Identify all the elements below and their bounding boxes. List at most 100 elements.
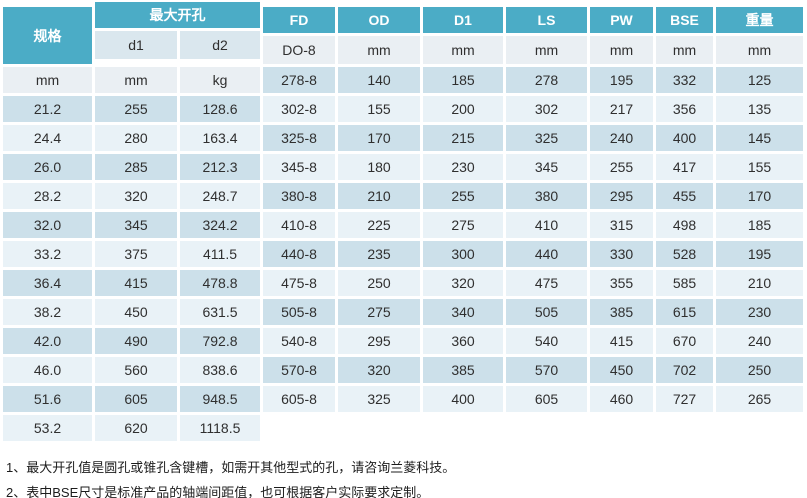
value-cell-570-8: 320 bbox=[338, 357, 420, 383]
value-cell-440-8: 478.8 bbox=[180, 270, 260, 296]
value-cell-380-8: 255 bbox=[423, 183, 503, 209]
value-cell-380-8: 295 bbox=[590, 183, 653, 209]
value-cell-475-8: 475 bbox=[506, 270, 587, 296]
value-cell-605-8: 400 bbox=[423, 386, 503, 412]
value-cell-540-8: 360 bbox=[423, 328, 503, 354]
value-cell-278-8: 185 bbox=[423, 67, 503, 93]
header-d1: d1 bbox=[95, 31, 177, 59]
value-cell-475-8: 210 bbox=[716, 270, 803, 296]
spec-cell-440-8: 440-8 bbox=[263, 241, 335, 267]
value-cell-278-8: 125 bbox=[716, 67, 803, 93]
value-cell-380-8: 170 bbox=[716, 183, 803, 209]
value-cell-540-8: 540 bbox=[506, 328, 587, 354]
value-cell-278-8: 128.6 bbox=[180, 96, 260, 122]
spec-cell-570-8: 570-8 bbox=[263, 357, 335, 383]
header-max-bore-group: 最大开孔 bbox=[95, 2, 260, 28]
value-cell-540-8: 240 bbox=[716, 328, 803, 354]
value-cell-380-8: 380 bbox=[506, 183, 587, 209]
value-cell-570-8: 250 bbox=[716, 357, 803, 383]
value-cell-605-8: 53.2 bbox=[3, 415, 92, 441]
value-cell-345-8: 230 bbox=[423, 154, 503, 180]
value-cell-570-8: 450 bbox=[590, 357, 653, 383]
value-cell-410-8: 375 bbox=[95, 241, 177, 267]
value-cell-475-8: 355 bbox=[590, 270, 653, 296]
value-cell-570-8: 385 bbox=[423, 357, 503, 383]
header-d1-dim: D1 bbox=[423, 7, 503, 33]
value-cell-570-8: 948.5 bbox=[180, 386, 260, 412]
value-cell-302-8: 356 bbox=[656, 96, 713, 122]
value-cell-302-8: 135 bbox=[716, 96, 803, 122]
value-cell-440-8: 528 bbox=[656, 241, 713, 267]
header-weight: 重量 bbox=[716, 7, 803, 33]
value-cell-605-8: 727 bbox=[656, 386, 713, 412]
value-cell-302-8: 302 bbox=[506, 96, 587, 122]
value-cell-380-8: 345 bbox=[95, 212, 177, 238]
header-fd: FD bbox=[263, 7, 335, 33]
value-cell-325-8: 212.3 bbox=[180, 154, 260, 180]
value-cell-380-8: 455 bbox=[656, 183, 713, 209]
header-bse: BSE bbox=[656, 7, 713, 33]
spec-cell-units: DO-8 bbox=[263, 36, 335, 64]
value-cell-units: mm bbox=[590, 36, 653, 64]
value-cell-units: kg bbox=[180, 67, 260, 93]
value-cell-505-8: 615 bbox=[656, 299, 713, 325]
value-cell-475-8: 38.2 bbox=[3, 299, 92, 325]
value-cell-302-8: 280 bbox=[95, 125, 177, 151]
value-cell-475-8: 450 bbox=[95, 299, 177, 325]
value-cell-302-8: 200 bbox=[423, 96, 503, 122]
value-cell-units: mm bbox=[423, 36, 503, 64]
value-cell-440-8: 195 bbox=[716, 241, 803, 267]
spec-cell-380-8: 380-8 bbox=[263, 183, 335, 209]
value-cell-410-8: 33.2 bbox=[3, 241, 92, 267]
spec-cell-278-8: 278-8 bbox=[263, 67, 335, 93]
value-cell-505-8: 42.0 bbox=[3, 328, 92, 354]
value-cell-440-8: 300 bbox=[423, 241, 503, 267]
value-cell-units: mm bbox=[656, 36, 713, 64]
value-cell-325-8: 145 bbox=[716, 125, 803, 151]
value-cell-345-8: 155 bbox=[716, 154, 803, 180]
value-cell-325-8: 240 bbox=[590, 125, 653, 151]
value-cell-475-8: 631.5 bbox=[180, 299, 260, 325]
value-cell-302-8: 217 bbox=[590, 96, 653, 122]
value-cell-570-8: 570 bbox=[506, 357, 587, 383]
value-cell-540-8: 46.0 bbox=[3, 357, 92, 383]
value-cell-410-8: 411.5 bbox=[180, 241, 260, 267]
value-cell-325-8: 325 bbox=[506, 125, 587, 151]
value-cell-325-8: 285 bbox=[95, 154, 177, 180]
spec-cell-505-8: 505-8 bbox=[263, 299, 335, 325]
value-cell-278-8: 195 bbox=[590, 67, 653, 93]
value-cell-605-8: 620 bbox=[95, 415, 177, 441]
value-cell-540-8: 295 bbox=[338, 328, 420, 354]
value-cell-345-8: 180 bbox=[338, 154, 420, 180]
value-cell-345-8: 345 bbox=[506, 154, 587, 180]
value-cell-440-8: 235 bbox=[338, 241, 420, 267]
header-od: OD bbox=[338, 7, 420, 33]
spec-cell-345-8: 345-8 bbox=[263, 154, 335, 180]
value-cell-505-8: 792.8 bbox=[180, 328, 260, 354]
value-cell-278-8: 332 bbox=[656, 67, 713, 93]
value-cell-units: mm bbox=[506, 36, 587, 64]
value-cell-540-8: 560 bbox=[95, 357, 177, 383]
value-cell-410-8: 315 bbox=[590, 212, 653, 238]
value-cell-410-8: 275 bbox=[423, 212, 503, 238]
value-cell-505-8: 275 bbox=[338, 299, 420, 325]
value-cell-475-8: 320 bbox=[423, 270, 503, 296]
value-cell-units: mm bbox=[3, 67, 92, 93]
value-cell-570-8: 702 bbox=[656, 357, 713, 383]
value-cell-345-8: 248.7 bbox=[180, 183, 260, 209]
header-pw: PW bbox=[590, 7, 653, 33]
value-cell-505-8: 340 bbox=[423, 299, 503, 325]
value-cell-440-8: 330 bbox=[590, 241, 653, 267]
value-cell-440-8: 415 bbox=[95, 270, 177, 296]
value-cell-325-8: 26.0 bbox=[3, 154, 92, 180]
value-cell-410-8: 185 bbox=[716, 212, 803, 238]
spec-cell-325-8: 325-8 bbox=[263, 125, 335, 151]
value-cell-505-8: 385 bbox=[590, 299, 653, 325]
value-cell-380-8: 324.2 bbox=[180, 212, 260, 238]
value-cell-380-8: 210 bbox=[338, 183, 420, 209]
value-cell-380-8: 32.0 bbox=[3, 212, 92, 238]
value-cell-345-8: 255 bbox=[590, 154, 653, 180]
footnote-2: 2、表中BSE尺寸是标准产品的轴端间距值，也可根据客户实际要求定制。 bbox=[6, 485, 430, 498]
value-cell-570-8: 605 bbox=[95, 386, 177, 412]
spec-cell-540-8: 540-8 bbox=[263, 328, 335, 354]
